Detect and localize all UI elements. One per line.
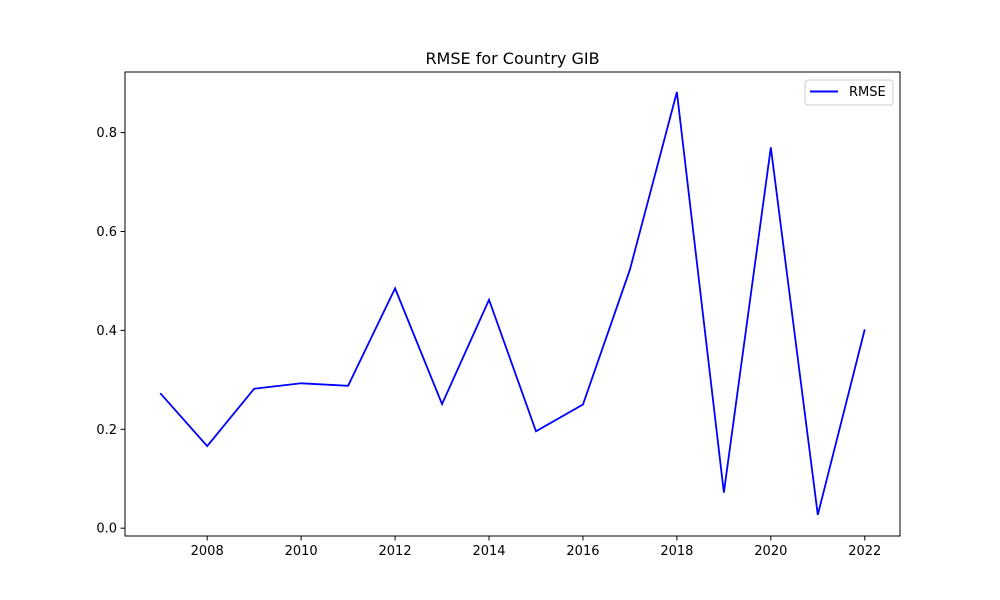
- y-tick-label: 0.0: [96, 522, 117, 537]
- y-tick-label: 0.8: [96, 126, 117, 141]
- x-tick-label: 2008: [191, 544, 224, 559]
- series-layer: [159, 91, 866, 516]
- x-tick-label: 2016: [566, 544, 599, 559]
- x-tick-label: 2010: [285, 544, 318, 559]
- x-axis: 2008 2010 2012 2014 2016 2018 2020 2022: [191, 536, 881, 559]
- y-tick-label: 0.6: [96, 225, 117, 240]
- x-tick-label: 2020: [754, 544, 787, 559]
- y-tick-label: 0.2: [96, 423, 117, 438]
- legend: RMSE: [804, 79, 894, 106]
- x-tick-label: 2022: [848, 544, 881, 559]
- legend-label-rmse: RMSE: [849, 85, 886, 100]
- y-axis: 0.0 0.2 0.4 0.6 0.8: [96, 126, 125, 537]
- plot-area: [124, 71, 901, 537]
- x-tick-label: 2014: [472, 544, 505, 559]
- x-tick-label: 2012: [379, 544, 412, 559]
- chart-title: RMSE for Country GIB: [425, 49, 599, 68]
- x-tick-label: 2018: [660, 544, 693, 559]
- legend-box: [804, 79, 894, 106]
- y-tick-label: 0.4: [96, 324, 117, 339]
- series-line-rmse: [159, 91, 866, 516]
